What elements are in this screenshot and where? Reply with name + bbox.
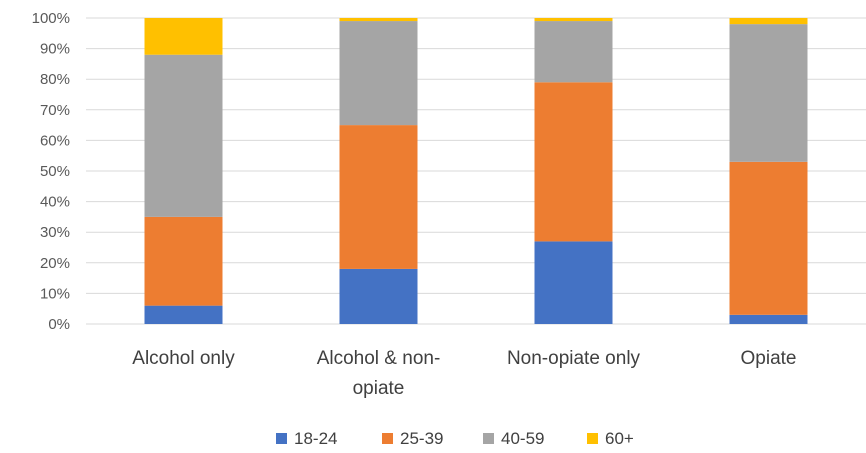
y-tick-label: 30% bbox=[40, 224, 70, 241]
y-tick-label: 80% bbox=[40, 71, 70, 88]
x-category-label: opiate bbox=[353, 378, 405, 399]
bar-segment bbox=[534, 82, 613, 242]
x-axis-category-labels: Alcohol only Alcohol & non-opiate Non-opia… bbox=[132, 348, 796, 399]
x-category-label: Non-opiate only bbox=[507, 348, 641, 369]
legend: 18-24 25-39 40-59 60+ bbox=[276, 429, 634, 448]
legend-swatch bbox=[276, 433, 287, 444]
y-tick-label: 60% bbox=[40, 132, 70, 149]
bar-segment bbox=[339, 268, 418, 324]
bar-segment bbox=[339, 18, 418, 22]
bar-segment bbox=[729, 161, 808, 315]
y-tick-label: 0% bbox=[48, 316, 70, 333]
bar-segment bbox=[534, 241, 613, 324]
y-tick-label: 20% bbox=[40, 255, 70, 272]
y-tick-label: 50% bbox=[40, 163, 70, 180]
bar-segment bbox=[729, 24, 808, 162]
x-category-label: Opiate bbox=[741, 348, 797, 369]
bar-segment bbox=[729, 314, 808, 324]
y-tick-label: 10% bbox=[40, 285, 70, 302]
bar-segment bbox=[144, 216, 223, 306]
bars bbox=[144, 18, 808, 324]
bar-segment bbox=[144, 305, 223, 324]
x-category-label: Alcohol & non- bbox=[317, 348, 441, 369]
legend-label: 60+ bbox=[605, 429, 634, 448]
bar-segment bbox=[144, 18, 223, 55]
bar-segment bbox=[339, 21, 418, 126]
legend-swatch bbox=[587, 433, 598, 444]
legend-swatch bbox=[382, 433, 393, 444]
bar-segment bbox=[534, 18, 613, 22]
bar-segment bbox=[144, 54, 223, 217]
y-tick-label: 70% bbox=[40, 102, 70, 119]
y-tick-label: 100% bbox=[32, 10, 70, 27]
legend-swatch bbox=[483, 433, 494, 444]
legend-label: 25-39 bbox=[400, 429, 443, 448]
y-tick-label: 40% bbox=[40, 194, 70, 211]
bar-segment bbox=[534, 21, 613, 83]
legend-label: 18-24 bbox=[294, 429, 337, 448]
legend-label: 40-59 bbox=[501, 429, 544, 448]
y-tick-label: 90% bbox=[40, 41, 70, 58]
x-category-label: Alcohol only bbox=[132, 348, 235, 369]
bar-segment bbox=[339, 125, 418, 269]
y-axis-tick-labels: 0% 10% 20% 30% 40% 50% 60% 70% 80% 90% 100% bbox=[32, 10, 70, 333]
bar-segment bbox=[729, 18, 808, 25]
